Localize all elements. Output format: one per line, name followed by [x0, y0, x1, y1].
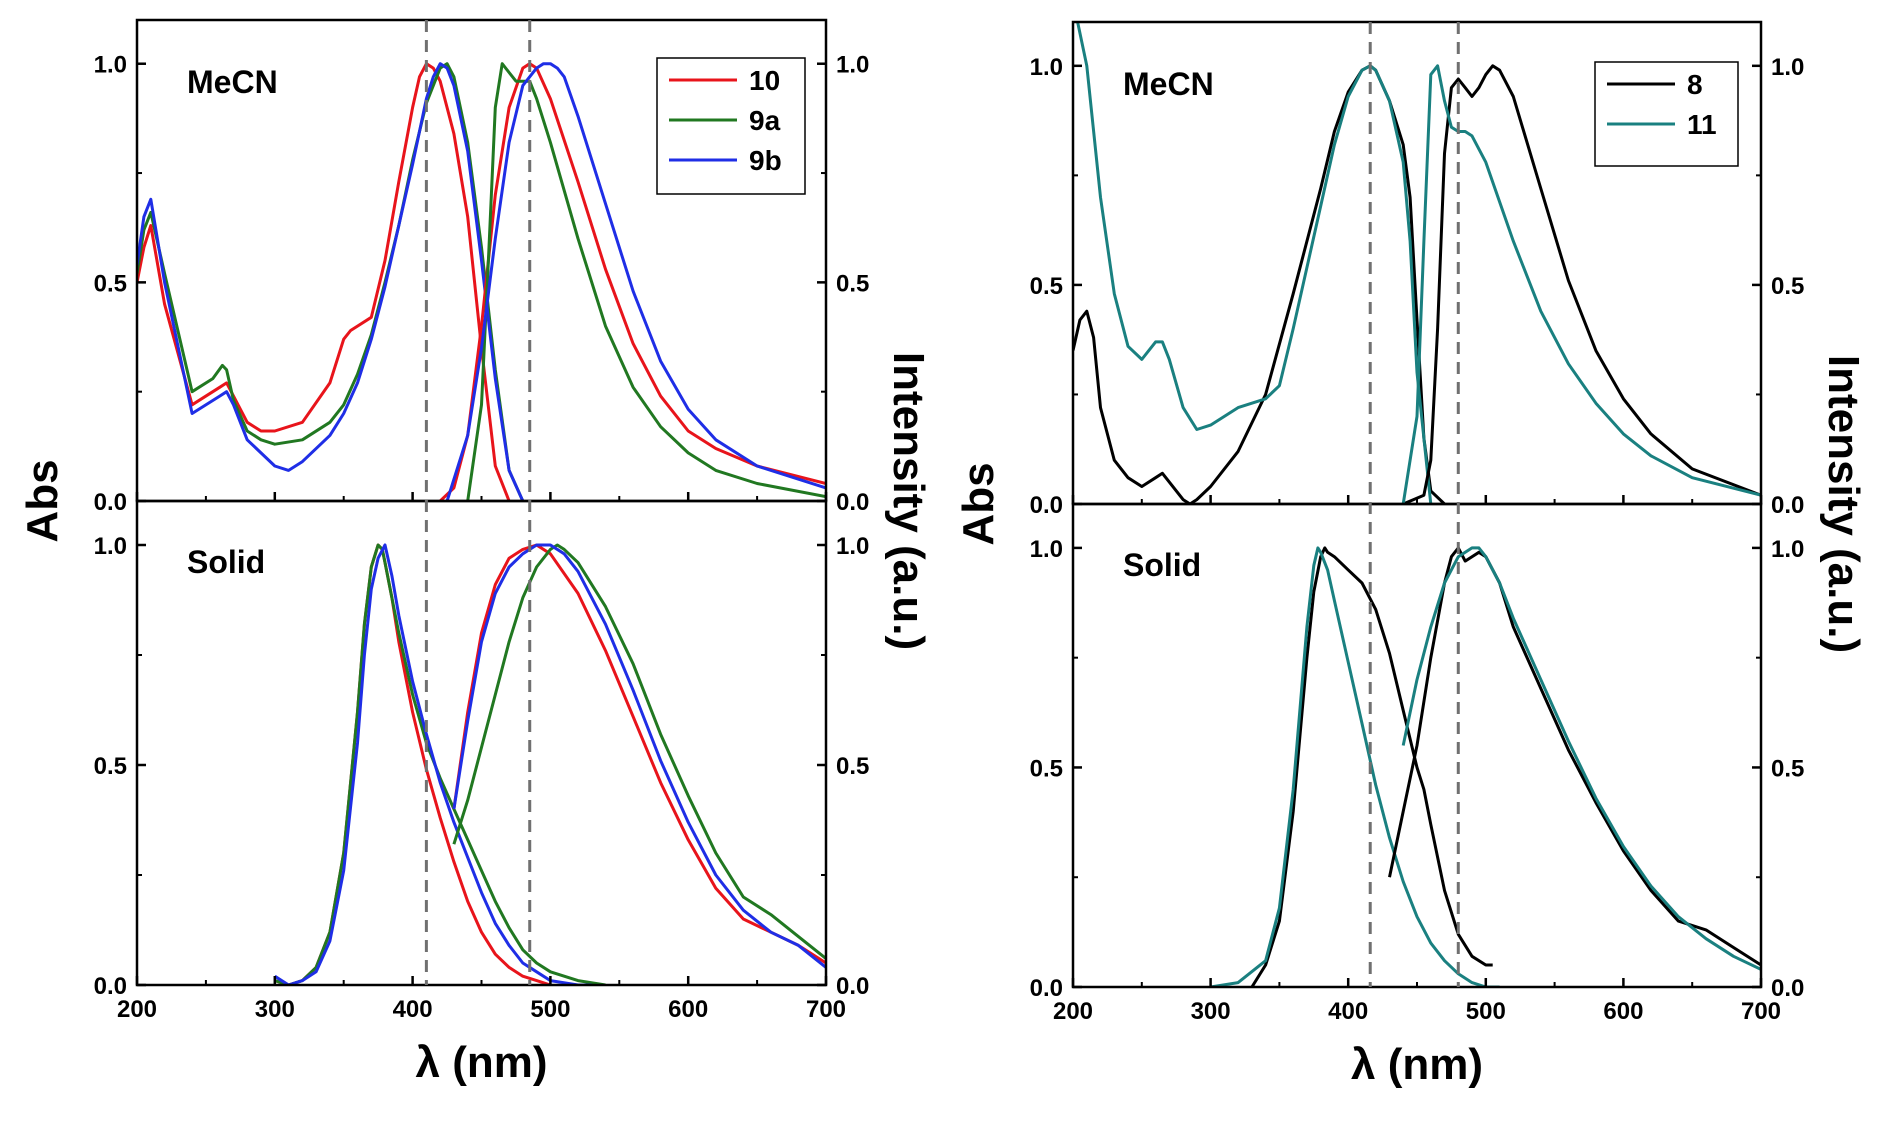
x-tick-label: 600	[1603, 998, 1643, 1025]
legend-box	[1594, 61, 1739, 167]
y-tick-label-left: 1.0	[94, 52, 127, 79]
y-axis-title-right: Intensity (a.u.)	[1819, 355, 1868, 653]
y-tick-label-right: 0.0	[836, 973, 869, 1000]
panel-mecn: 0.0 0.0 0.5 0.5 1.0 1.0 MeCN	[1030, 20, 1804, 519]
y-tick-label-right: 1.0	[1771, 54, 1804, 81]
x-axis-title: λ (nm)	[416, 1038, 548, 1087]
legend: 10 9a 9b	[656, 57, 806, 195]
legend-label-9b: 9b	[749, 145, 782, 176]
series-11-abs	[1210, 546, 1500, 987]
series-9b-abs	[273, 543, 592, 985]
x-tick-label: 400	[1328, 998, 1368, 1025]
panel-solid: 0.0 0.0 0.5 0.5 1.0 1.0 Solid	[1030, 502, 1804, 1002]
legend-label-8: 8	[1687, 69, 1703, 100]
y-axis-title-left: Abs	[954, 462, 1003, 545]
y-tick-label-right: 0.5	[1771, 755, 1804, 782]
y-tick-label-left: 0.5	[94, 270, 127, 297]
y-tick-label-right: 0.0	[1771, 492, 1804, 519]
x-axis-title: λ (nm)	[1351, 1040, 1483, 1089]
panel-label: Solid	[187, 544, 265, 580]
series-9a-em	[466, 62, 826, 501]
series-10-em	[452, 543, 826, 965]
series-10-abs	[137, 62, 511, 501]
series-9a-abs	[137, 62, 525, 501]
panel-label: MeCN	[1123, 66, 1214, 102]
y-tick-label-left: 0.0	[1030, 492, 1063, 519]
y-tick-label-right: 0.5	[1771, 273, 1804, 300]
y-tick-label-right: 0.0	[836, 489, 869, 516]
series-8-abs	[1250, 546, 1493, 987]
y-tick-label-left: 0.5	[1030, 273, 1063, 300]
x-tick-label: 200	[1053, 998, 1093, 1025]
legend-label-11: 11	[1687, 109, 1717, 140]
y-tick-label-left: 0.0	[94, 973, 127, 1000]
panel-mecn: 0.0 0.0 0.5 0.5 1.0 1.0 MeCN	[94, 18, 869, 516]
x-tick-label: 700	[806, 996, 846, 1023]
panel-label: Solid	[1123, 547, 1201, 583]
y-tick-label-left: 0.0	[1030, 975, 1063, 1002]
series-9b-em	[452, 543, 826, 969]
chart-2: 0.0 0.0 0.5 0.5 1.0 1.0 MeCN 0.0 0.0 0.5 0.5 1.0 1.0…	[954, 20, 1868, 1089]
y-tick-label-left: 0.0	[94, 489, 127, 516]
legend-label-10: 10	[749, 65, 780, 96]
series-8-em	[1402, 64, 1761, 504]
panel-solid: 0.0 0.0 0.5 0.5 1.0 1.0 Solid	[94, 499, 869, 1000]
legend: 811	[1594, 61, 1739, 167]
series-10-abs	[274, 543, 551, 985]
series-9a-abs	[274, 543, 606, 985]
y-tick-label-left: 0.5	[94, 753, 127, 780]
y-tick-label-left: 1.0	[1030, 54, 1063, 81]
legend-box	[656, 57, 806, 195]
y-tick-label-right: 1.0	[1771, 536, 1804, 563]
legend-label-9a: 9a	[749, 105, 781, 136]
series-11-em	[1401, 546, 1761, 971]
y-tick-label-right: 0.5	[836, 270, 869, 297]
x-tick-label: 200	[117, 996, 157, 1023]
y-tick-label-right: 1.0	[836, 52, 869, 79]
panel-label: MeCN	[187, 64, 278, 100]
x-tick-label: 300	[255, 996, 295, 1023]
series-8-abs	[1073, 64, 1446, 504]
series-9a-em	[452, 543, 826, 960]
y-axis-title-left: Abs	[18, 459, 67, 542]
x-tick-label: 400	[393, 996, 433, 1023]
x-tick-label: 500	[530, 996, 570, 1023]
y-tick-label-left: 0.5	[1030, 755, 1063, 782]
y-tick-label-right: 1.0	[836, 533, 869, 560]
series-9b-em	[445, 62, 826, 501]
x-tick-label: 300	[1191, 998, 1231, 1025]
x-tick-label: 700	[1741, 998, 1781, 1025]
series-10-em	[439, 62, 826, 501]
y-tick-label-right: 0.5	[836, 753, 869, 780]
x-tick-label: 600	[668, 996, 708, 1023]
y-tick-label-right: 0.0	[1771, 975, 1804, 1002]
series-9b-abs	[137, 62, 525, 501]
y-axis-title-right: Intensity (a.u.)	[884, 352, 933, 650]
y-tick-label-left: 1.0	[1030, 536, 1063, 563]
series-11-abs	[1076, 22, 1433, 504]
chart-1: 0.0 0.0 0.5 0.5 1.0 1.0 MeCN 0.0 0.0 0.5 0.5 1.0 1.0…	[18, 18, 933, 1087]
x-tick-label: 500	[1466, 998, 1506, 1025]
series-11-em	[1401, 64, 1761, 504]
y-tick-label-left: 1.0	[94, 533, 127, 560]
